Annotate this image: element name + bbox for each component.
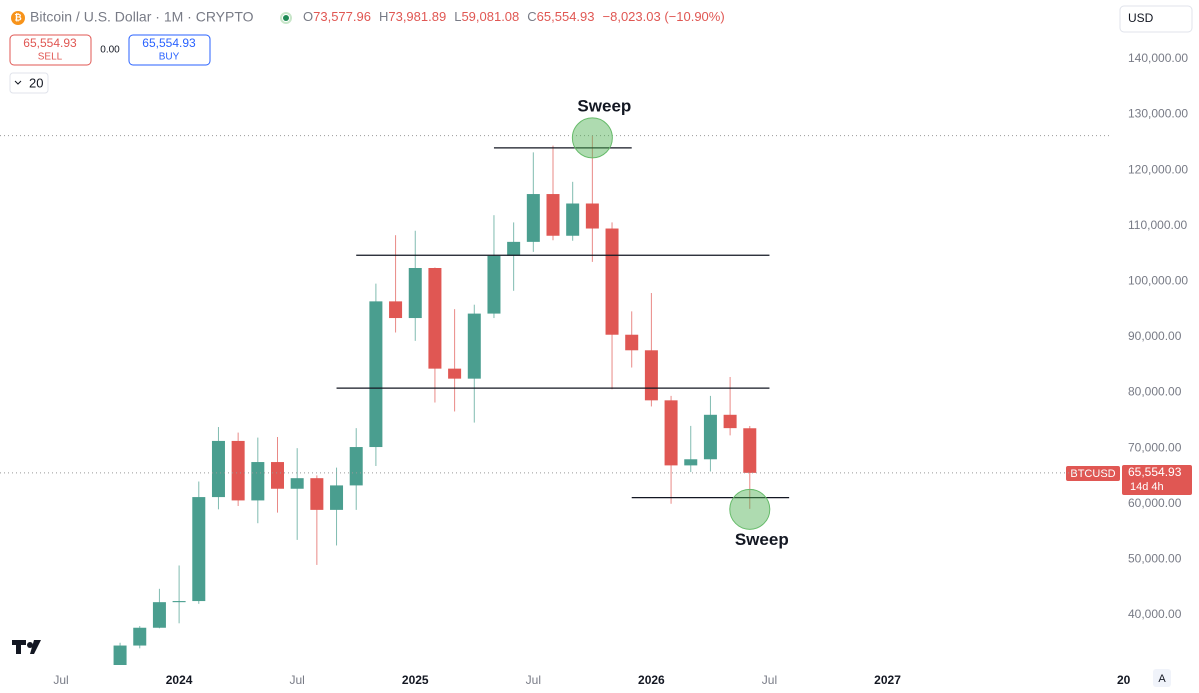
currency: USD — [1128, 11, 1154, 25]
candle-body — [271, 462, 284, 489]
ohlc-change: −8,023.03 (−10.90%) — [603, 9, 725, 24]
candle-body — [625, 334, 639, 351]
candle-body — [743, 428, 757, 473]
ohlc: O73,577.96 H73,981.89 L59,081.08 C65,554.93… — [303, 9, 725, 24]
ohlc-value: 65,554.93 — [537, 9, 595, 24]
y-tick-label: 120,000.00 — [1128, 162, 1188, 176]
x-tick-label: 20 — [1117, 673, 1131, 687]
candle-body — [526, 194, 540, 242]
buy-price: 65,554.93 — [142, 36, 196, 50]
candle-body — [211, 440, 225, 498]
candle-body — [389, 301, 403, 319]
y-tick-label: 110,000.00 — [1128, 218, 1187, 232]
buy-label: BUY — [159, 52, 180, 63]
auto-scale-button[interactable] — [1153, 669, 1171, 687]
y-tick-label: 90,000.00 — [1128, 329, 1182, 343]
x-tick-label: 2024 — [166, 673, 193, 687]
candle-body — [310, 478, 324, 510]
sell-button[interactable] — [9, 34, 92, 66]
ohlc-key: O — [303, 9, 313, 24]
candle-body — [152, 602, 166, 628]
candle-body — [369, 301, 383, 448]
candle-body — [585, 203, 599, 229]
annotation: Sweep — [735, 530, 789, 549]
candle-body — [113, 645, 127, 665]
ohlc-key: L — [454, 9, 461, 24]
status-dot — [283, 15, 289, 21]
y-tick-label: 70,000.00 — [1128, 440, 1182, 454]
candle-body — [467, 313, 481, 379]
y-tick-label: 40,000.00 — [1128, 607, 1182, 621]
price-tag-price: 65,554.93 — [1128, 465, 1182, 479]
price-tag-symbol-bg — [1066, 466, 1120, 481]
candle-body — [133, 627, 147, 646]
x-tick-label: 2027 — [874, 673, 901, 687]
ohlc-value: 73,577.96 — [313, 9, 371, 24]
candle-body — [487, 255, 501, 314]
price-tag — [1122, 465, 1192, 495]
sweep-circle — [729, 488, 771, 530]
candle-body — [507, 241, 521, 256]
y-tick-label: 100,000.00 — [1128, 274, 1188, 288]
buy-button[interactable] — [128, 34, 211, 66]
x-tick-label: Jul — [53, 673, 68, 687]
candle-body — [664, 400, 678, 466]
x-tick-label: Jul — [290, 673, 305, 687]
indicator-toggle[interactable] — [9, 72, 49, 94]
spread: 0.00 — [100, 45, 120, 56]
sell-label: SELL — [38, 52, 63, 63]
chevron — [14, 80, 22, 85]
candle-body — [605, 228, 619, 335]
btc-icon-glyph: ₿ — [14, 12, 21, 22]
candle-body — [703, 414, 717, 460]
candle-body — [172, 601, 186, 603]
candle-body — [723, 414, 737, 429]
symbol: Bitcoin / U.S. Dollar · 1M · CRYPTO — [30, 9, 254, 25]
x-tick-label: Jul — [526, 673, 541, 687]
candle-body — [428, 268, 442, 369]
tv-logo — [12, 640, 41, 654]
annotation: Sweep — [577, 96, 631, 115]
candle-body — [251, 462, 265, 501]
ohlc-key: H — [379, 9, 388, 24]
candle-body — [330, 485, 344, 510]
ohlc-value: 59,081.08 — [461, 9, 519, 24]
candle-body — [349, 447, 363, 486]
currency-select[interactable] — [1119, 5, 1193, 33]
candle-body — [231, 440, 245, 501]
btc-icon — [11, 11, 25, 25]
price-tag-symbol: BTCUSD — [1070, 468, 1115, 480]
candle-body — [408, 268, 422, 319]
ohlc-value: 73,981.89 — [388, 9, 446, 24]
indicator-value: 20 — [29, 75, 43, 90]
y-tick-label: 140,000.00 — [1128, 51, 1188, 65]
x-tick-label: 2025 — [402, 673, 429, 687]
y-tick-label: 60,000.00 — [1128, 496, 1182, 510]
y-tick-label: 50,000.00 — [1128, 552, 1182, 566]
price-tag-countdown: 14d 4h — [1130, 481, 1164, 493]
candle-body — [644, 350, 658, 401]
ohlc-key: C — [527, 9, 536, 24]
candle-body — [546, 194, 560, 236]
x-tick-label: 2026 — [638, 673, 665, 687]
sweep-circle — [571, 117, 613, 159]
candle-body — [448, 368, 462, 379]
auto-scale-label: A — [1158, 673, 1166, 685]
x-tick-label: Jul — [762, 673, 777, 687]
candle-body — [192, 497, 206, 602]
candle-body — [566, 203, 580, 236]
candle-body — [290, 478, 304, 489]
y-tick-label: 130,000.00 — [1128, 107, 1188, 121]
candle-body — [684, 459, 698, 466]
y-tick-label: 80,000.00 — [1128, 385, 1182, 399]
plot — [113, 135, 757, 665]
sell-price: 65,554.93 — [23, 36, 77, 50]
